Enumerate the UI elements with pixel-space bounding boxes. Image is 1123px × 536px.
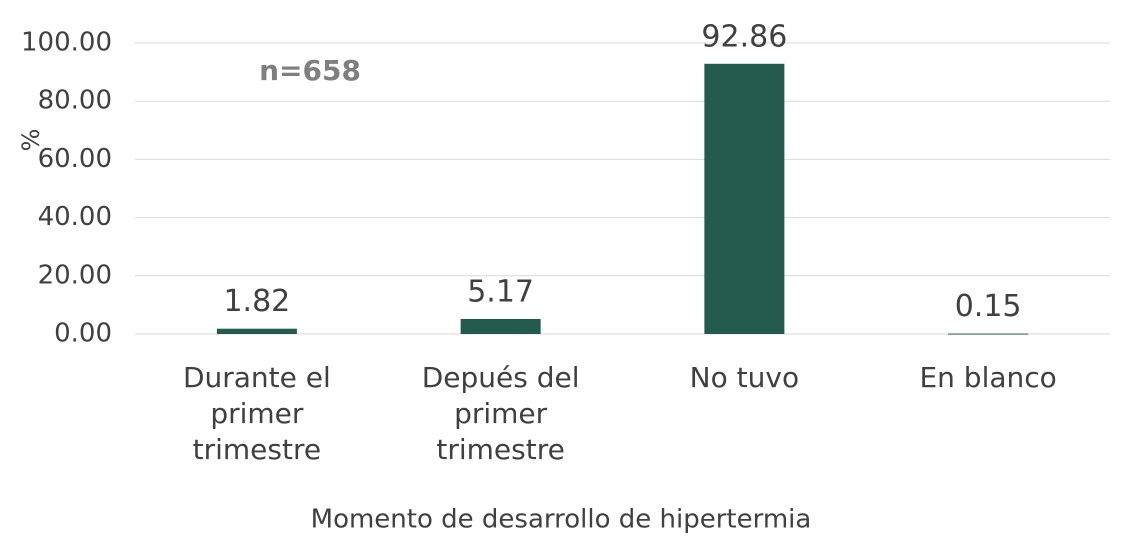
y-axis-title: % [17,129,45,152]
bar [460,318,541,334]
data-label: 0.15 [955,289,1022,324]
bar [704,63,785,334]
x-tick-label: En blanco [919,361,1057,394]
data-label: 5.17 [467,274,534,309]
y-tick-label: 40.00 [38,202,112,232]
x-axis-title: Momento de desarrollo de hipertermia [311,505,812,535]
y-tick-label: 80.00 [38,86,112,116]
data-label: 1.82 [223,284,290,319]
y-tick-label: 60.00 [38,144,112,174]
x-tick-label: Durante el primer trimestre [182,361,331,466]
bar [216,328,297,334]
x-tick-label: No tuvo [689,361,800,394]
y-tick-label: 100.00 [21,28,112,58]
bar [948,333,1029,335]
data-label: 92.86 [701,19,787,54]
annotation: n=658 [259,54,361,87]
y-tick-label: 20.00 [38,260,112,290]
y-tick-label: 0.00 [54,319,112,349]
x-tick-label: Depués del primer trimestre [421,361,580,466]
